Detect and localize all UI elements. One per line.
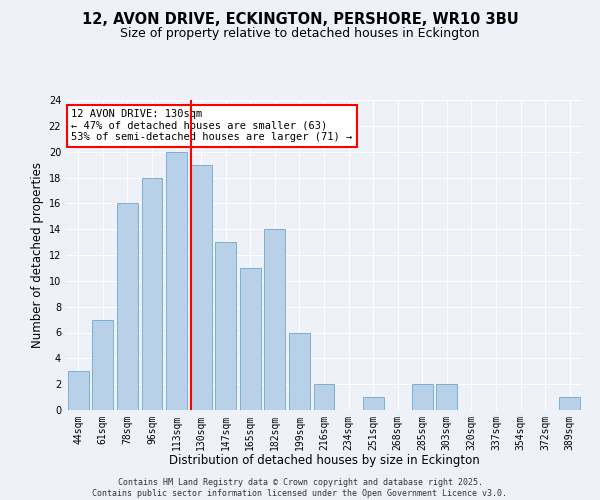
Bar (314, 384, 334, 410)
Text: 12, AVON DRIVE, ECKINGTON, PERSHORE, WR10 3BU: 12, AVON DRIVE, ECKINGTON, PERSHORE, WR1… (82, 12, 518, 28)
Bar (436, 384, 457, 410)
Bar (240, 268, 261, 410)
Bar (166, 152, 187, 410)
Text: Contains HM Land Registry data © Crown copyright and database right 2025.
Contai: Contains HM Land Registry data © Crown c… (92, 478, 508, 498)
Bar (362, 397, 383, 410)
Bar (68, 371, 89, 410)
Bar (117, 204, 138, 410)
Bar (191, 164, 212, 410)
Bar (412, 384, 433, 410)
Y-axis label: Number of detached properties: Number of detached properties (31, 162, 44, 348)
Bar (559, 397, 580, 410)
Bar (289, 332, 310, 410)
Text: Size of property relative to detached houses in Eckington: Size of property relative to detached ho… (120, 28, 480, 40)
Bar (215, 242, 236, 410)
X-axis label: Distribution of detached houses by size in Eckington: Distribution of detached houses by size … (169, 454, 479, 468)
Text: 12 AVON DRIVE: 130sqm
← 47% of detached houses are smaller (63)
53% of semi-deta: 12 AVON DRIVE: 130sqm ← 47% of detached … (71, 110, 352, 142)
Bar (142, 178, 163, 410)
Bar (265, 229, 286, 410)
Bar (92, 320, 113, 410)
